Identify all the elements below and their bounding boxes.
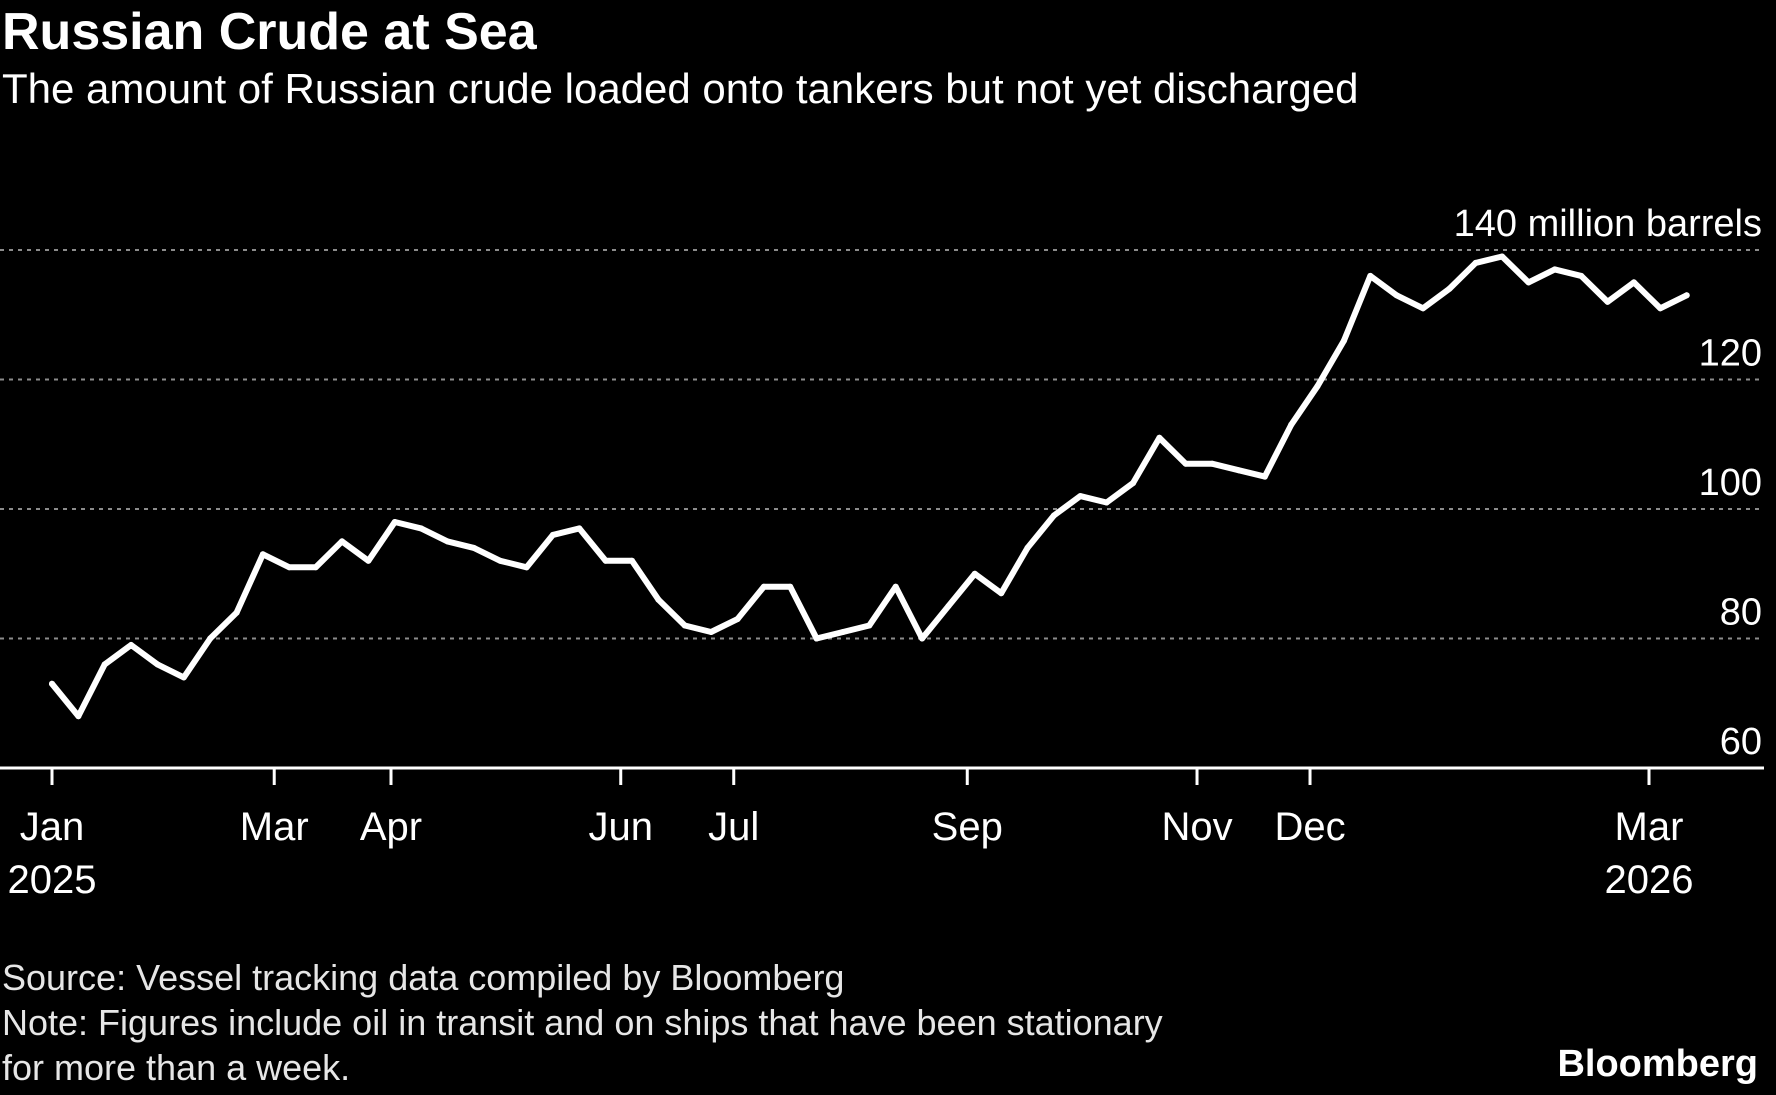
data-point-41 (1130, 480, 1136, 487)
data-point-31 (866, 622, 873, 629)
data-point-24 (681, 622, 688, 629)
line-chart: 60 80 100 120 140 million barrels Jan 2025 Mar… (0, 203, 1764, 902)
source-note: Source: Vessel tracking data compiled by… (2, 957, 845, 998)
x-tick-label-mar-8: Mar (1615, 805, 1684, 849)
x-tick-year-2026: 2026 (1605, 858, 1694, 902)
data-point-19 (549, 531, 556, 538)
data-point-8 (259, 551, 266, 558)
data-point-62 (1683, 292, 1690, 299)
data-point-1 (75, 713, 82, 720)
data-point-29 (813, 635, 820, 642)
data-point-9 (286, 564, 293, 571)
data-point-23 (655, 596, 662, 603)
y-tick-label-80: 80 (1720, 592, 1762, 634)
chart-footer: Source: Vessel tracking data compiled by… (2, 955, 1163, 1090)
figures-note-line-2: for more than a week. (2, 1047, 351, 1088)
y-tick-label-100: 100 (1699, 462, 1762, 504)
y-axis-labels: 60 80 100 120 140 million barrels (1454, 203, 1762, 763)
data-point-51 (1393, 292, 1400, 299)
data-point-34 (945, 603, 952, 610)
data-point-46 (1261, 473, 1268, 480)
data-point-18 (523, 564, 530, 571)
data-point-22 (629, 557, 635, 564)
data-point-42 (1156, 434, 1163, 441)
data-point-3 (128, 642, 135, 648)
data-point-7 (233, 609, 240, 616)
data-point-32 (892, 583, 899, 590)
data-point-57 (1551, 266, 1558, 273)
data-point-16 (470, 544, 477, 551)
data-point-35 (971, 570, 978, 577)
data-point-13 (391, 519, 398, 525)
data-point-25 (708, 629, 715, 635)
figures-note-line-1: Note: Figures include oil in transit and… (2, 1002, 1163, 1043)
y-tick-label-120: 120 (1699, 333, 1762, 375)
x-tick-year-2025: 2025 (8, 858, 97, 902)
data-point-5 (180, 674, 187, 681)
chart-title: Russian Crude at Sea (2, 3, 537, 61)
y-tick-label-60: 60 (1720, 721, 1762, 763)
data-point-28 (787, 583, 794, 590)
data-point-11 (339, 538, 345, 545)
data-point-55 (1499, 253, 1506, 260)
chart-subtitle: The amount of Russian crude loaded onto … (2, 65, 1359, 112)
x-tick-label-dec-7: Dec (1274, 805, 1345, 849)
data-point-54 (1472, 259, 1479, 266)
y-tick-label-140: 140 million barrels (1454, 203, 1762, 245)
data-point-60 (1630, 279, 1637, 286)
data-point-37 (1024, 544, 1031, 551)
data-point-52 (1420, 305, 1426, 312)
data-point-38 (1050, 512, 1057, 519)
series-layer (49, 253, 1690, 720)
data-point-26 (734, 616, 741, 623)
data-point-47 (1288, 421, 1295, 428)
data-point-21 (602, 557, 609, 564)
data-point-49 (1340, 337, 1347, 344)
data-point-40 (1103, 499, 1110, 506)
data-point-27 (760, 583, 767, 590)
data-point-45 (1235, 467, 1242, 474)
data-point-61 (1657, 305, 1664, 312)
x-tick-label-apr-2: Apr (360, 805, 422, 849)
data-point-36 (998, 590, 1005, 597)
x-axis-ticks: Jan 2025 Mar Apr Jun Jul Sep Nov Dec Mar 2026 (8, 768, 1694, 902)
data-point-59 (1604, 298, 1611, 305)
data-point-39 (1077, 493, 1084, 500)
data-point-12 (365, 557, 372, 564)
x-tick-label-sep-5: Sep (932, 805, 1003, 849)
data-point-14 (418, 525, 425, 532)
data-point-0 (49, 680, 55, 687)
data-point-4 (154, 661, 161, 668)
data-point-43 (1182, 460, 1189, 467)
data-point-48 (1314, 383, 1321, 389)
data-point-50 (1367, 272, 1374, 279)
x-tick-label-mar-1: Mar (240, 805, 309, 849)
data-point-53 (1446, 285, 1453, 292)
data-point-6 (207, 635, 214, 642)
series-line-crude-at-sea (49, 253, 1690, 720)
data-point-30 (840, 629, 846, 635)
data-point-20 (576, 525, 583, 532)
gridlines (0, 249, 1764, 640)
data-point-2 (101, 661, 108, 668)
x-tick-label-jul-4: Jul (708, 805, 759, 849)
data-point-33 (919, 635, 926, 642)
bloomberg-logo: Bloomberg (1557, 1043, 1758, 1085)
x-tick-label-nov-6: Nov (1161, 805, 1232, 849)
data-point-58 (1578, 272, 1585, 279)
data-point-10 (312, 564, 319, 571)
data-point-15 (444, 538, 451, 545)
data-point-17 (497, 557, 504, 564)
data-point-44 (1209, 460, 1216, 467)
x-tick-label-jun-3: Jun (588, 805, 653, 849)
x-tick-label-jan-0: Jan (20, 805, 85, 849)
data-point-56 (1525, 279, 1532, 286)
